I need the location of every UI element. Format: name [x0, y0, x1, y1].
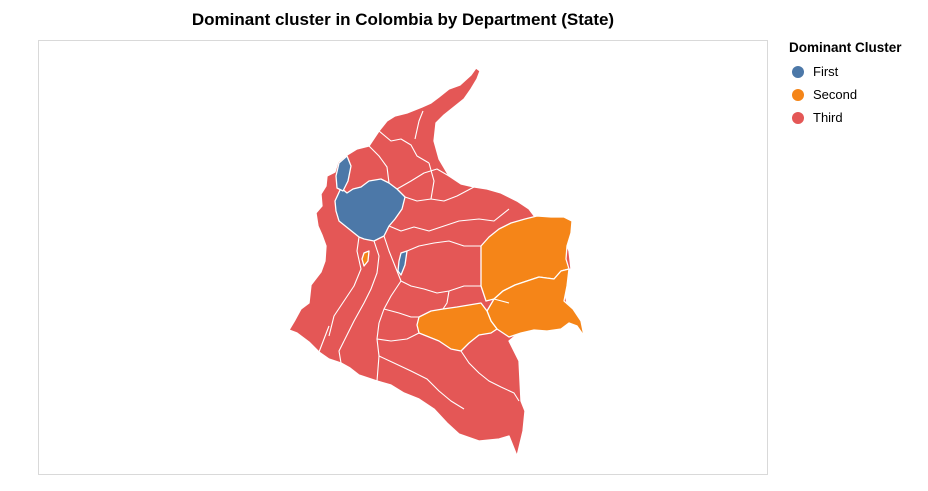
- legend-label: Third: [813, 110, 843, 125]
- legend-item-third[interactable]: Third: [789, 106, 924, 129]
- legend-swatch: [792, 65, 804, 78]
- legend-swatch: [792, 111, 804, 124]
- legend-label: First: [813, 64, 839, 79]
- legend-item-first[interactable]: First: [789, 60, 924, 83]
- department-region[interactable]: [416, 302, 498, 352]
- legend-label: Second: [813, 87, 858, 102]
- legend-title: Dominant Cluster: [789, 40, 902, 55]
- department-region[interactable]: [288, 67, 572, 457]
- legend-swatch: [792, 88, 804, 101]
- department-region[interactable]: [334, 178, 406, 242]
- department-region[interactable]: [486, 268, 585, 338]
- colombia-map: [288, 67, 585, 457]
- department-region[interactable]: [361, 250, 370, 267]
- map-panel: [38, 40, 768, 475]
- chart-title: Dominant cluster in Colombia by Departme…: [191, 10, 615, 29]
- department-region[interactable]: [335, 155, 352, 192]
- legend-item-second[interactable]: Second: [789, 83, 924, 106]
- legend: Dominant Cluster First Second Third: [789, 40, 924, 129]
